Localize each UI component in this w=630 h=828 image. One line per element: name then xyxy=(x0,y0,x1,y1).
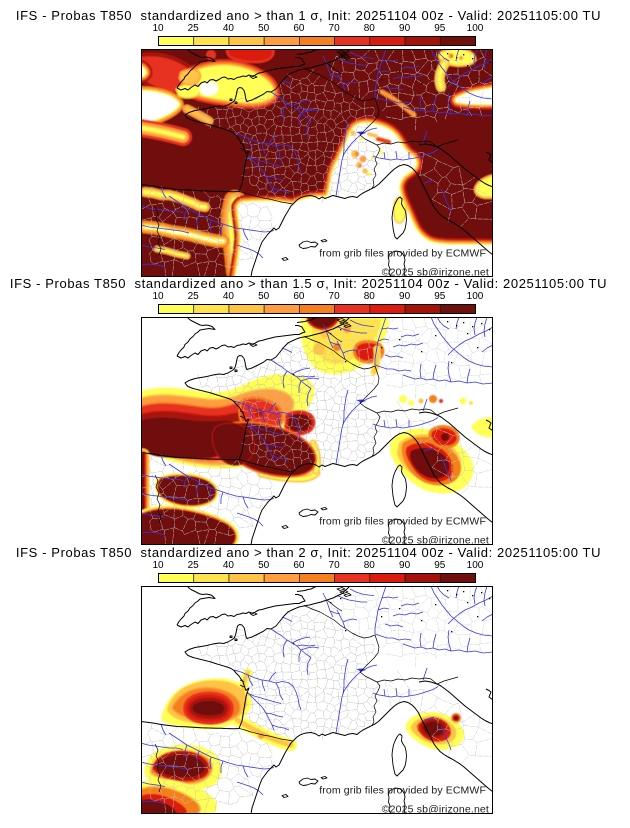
svg-text:©2025 sb@irizone.net: ©2025 sb@irizone.net xyxy=(382,535,489,546)
svg-text:from grib files provided by EC: from grib files provided by ECMWF xyxy=(319,248,486,260)
svg-text:from grib files provided by EC: from grib files provided by ECMWF xyxy=(319,785,486,797)
svg-text:©2025 sb@irizone.net: ©2025 sb@irizone.net xyxy=(382,804,489,815)
svg-text:from grib files provided by EC: from grib files provided by ECMWF xyxy=(319,516,486,528)
svg-text:©2025 sb@irizone.net: ©2025 sb@irizone.net xyxy=(382,267,489,278)
